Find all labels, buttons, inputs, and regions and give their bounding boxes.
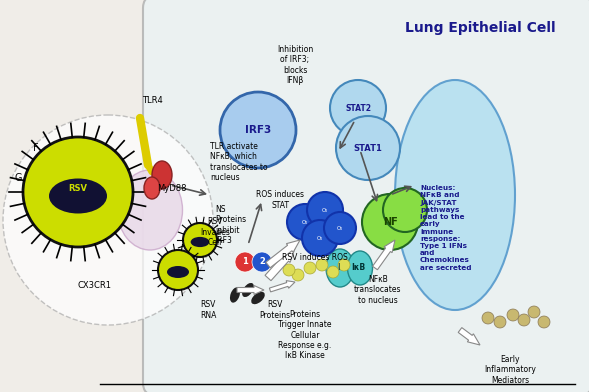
- Circle shape: [336, 116, 400, 180]
- Text: Nucleus:
NFκB and
JAK/STAT
pathways
lead to the
early
immune
response:
Type 1 IF: Nucleus: NFκB and JAK/STAT pathways lead…: [420, 185, 472, 271]
- Circle shape: [3, 115, 213, 325]
- FancyArrow shape: [237, 285, 264, 294]
- Circle shape: [23, 137, 133, 247]
- Ellipse shape: [348, 251, 372, 285]
- FancyBboxPatch shape: [143, 0, 589, 392]
- Text: O₂: O₂: [302, 220, 308, 225]
- Text: IκB: IκB: [351, 263, 365, 272]
- Text: O₂: O₂: [322, 207, 328, 212]
- Circle shape: [316, 259, 328, 271]
- Text: I: I: [337, 263, 339, 272]
- Ellipse shape: [152, 161, 172, 189]
- Circle shape: [327, 266, 339, 278]
- Text: O₂: O₂: [317, 236, 323, 241]
- Text: STAT1: STAT1: [353, 143, 382, 152]
- Ellipse shape: [242, 283, 254, 297]
- Text: MyD88: MyD88: [157, 183, 187, 192]
- Text: CX3CR1: CX3CR1: [78, 281, 112, 290]
- Text: NFκB
translocates
to nucleus: NFκB translocates to nucleus: [354, 275, 402, 305]
- Ellipse shape: [167, 266, 189, 278]
- Ellipse shape: [117, 170, 183, 250]
- Circle shape: [158, 250, 198, 290]
- Circle shape: [307, 192, 343, 228]
- Text: G: G: [14, 173, 22, 183]
- Text: ROS induces
STAT: ROS induces STAT: [256, 190, 304, 210]
- Text: RSV induces ROS: RSV induces ROS: [282, 254, 348, 263]
- Circle shape: [538, 316, 550, 328]
- Text: TLR activate
NFκB, which
translocates to
nucleus: TLR activate NFκB, which translocates to…: [210, 142, 267, 182]
- Circle shape: [528, 306, 540, 318]
- Circle shape: [183, 223, 217, 257]
- Circle shape: [304, 262, 316, 274]
- Circle shape: [283, 264, 295, 276]
- Text: RSV
Proteins: RSV Proteins: [259, 300, 290, 320]
- Text: Lung Epithelial Cell: Lung Epithelial Cell: [405, 21, 555, 35]
- Ellipse shape: [252, 292, 265, 304]
- Text: 2: 2: [259, 258, 265, 267]
- Text: TLR4: TLR4: [141, 96, 163, 105]
- Circle shape: [324, 212, 356, 244]
- Circle shape: [292, 269, 304, 281]
- FancyArrow shape: [458, 328, 480, 345]
- Text: Inhibition
of IRF3;
blocks
IFNβ: Inhibition of IRF3; blocks IFNβ: [277, 45, 313, 85]
- Circle shape: [252, 252, 272, 272]
- FancyArrow shape: [265, 248, 295, 281]
- Circle shape: [518, 314, 530, 326]
- Circle shape: [362, 194, 418, 250]
- Text: STAT2: STAT2: [345, 103, 371, 113]
- Circle shape: [338, 259, 350, 271]
- Text: 1: 1: [242, 258, 248, 267]
- Circle shape: [507, 309, 519, 321]
- Circle shape: [220, 92, 296, 168]
- Circle shape: [302, 220, 338, 256]
- Circle shape: [494, 316, 506, 328]
- Circle shape: [330, 80, 386, 136]
- Ellipse shape: [326, 249, 354, 287]
- Ellipse shape: [144, 177, 160, 199]
- Text: F: F: [33, 143, 39, 153]
- FancyArrow shape: [269, 281, 295, 292]
- FancyArrow shape: [266, 240, 300, 268]
- Ellipse shape: [230, 287, 240, 303]
- Text: NF: NF: [383, 217, 398, 227]
- Ellipse shape: [49, 178, 107, 214]
- FancyArrow shape: [373, 240, 395, 270]
- Text: RSV
Invades
Cell: RSV Invades Cell: [200, 217, 230, 247]
- Text: NS
Proteins
inhibit
IRF3: NS Proteins inhibit IRF3: [215, 205, 246, 245]
- Text: Proteins
Trigger Innate
Cellular
Response e.g.
IκB Kinase: Proteins Trigger Innate Cellular Respons…: [278, 310, 332, 360]
- Text: Early
Inflammatory
Mediators: Early Inflammatory Mediators: [484, 355, 536, 385]
- Circle shape: [287, 204, 323, 240]
- Circle shape: [482, 312, 494, 324]
- Ellipse shape: [395, 80, 515, 310]
- Text: O₂: O₂: [337, 225, 343, 230]
- Text: IRF3: IRF3: [245, 125, 271, 135]
- Ellipse shape: [191, 237, 209, 247]
- Circle shape: [235, 252, 255, 272]
- Text: RSV: RSV: [68, 183, 88, 192]
- Text: RSV
RNA: RSV RNA: [200, 300, 216, 320]
- Circle shape: [383, 188, 427, 232]
